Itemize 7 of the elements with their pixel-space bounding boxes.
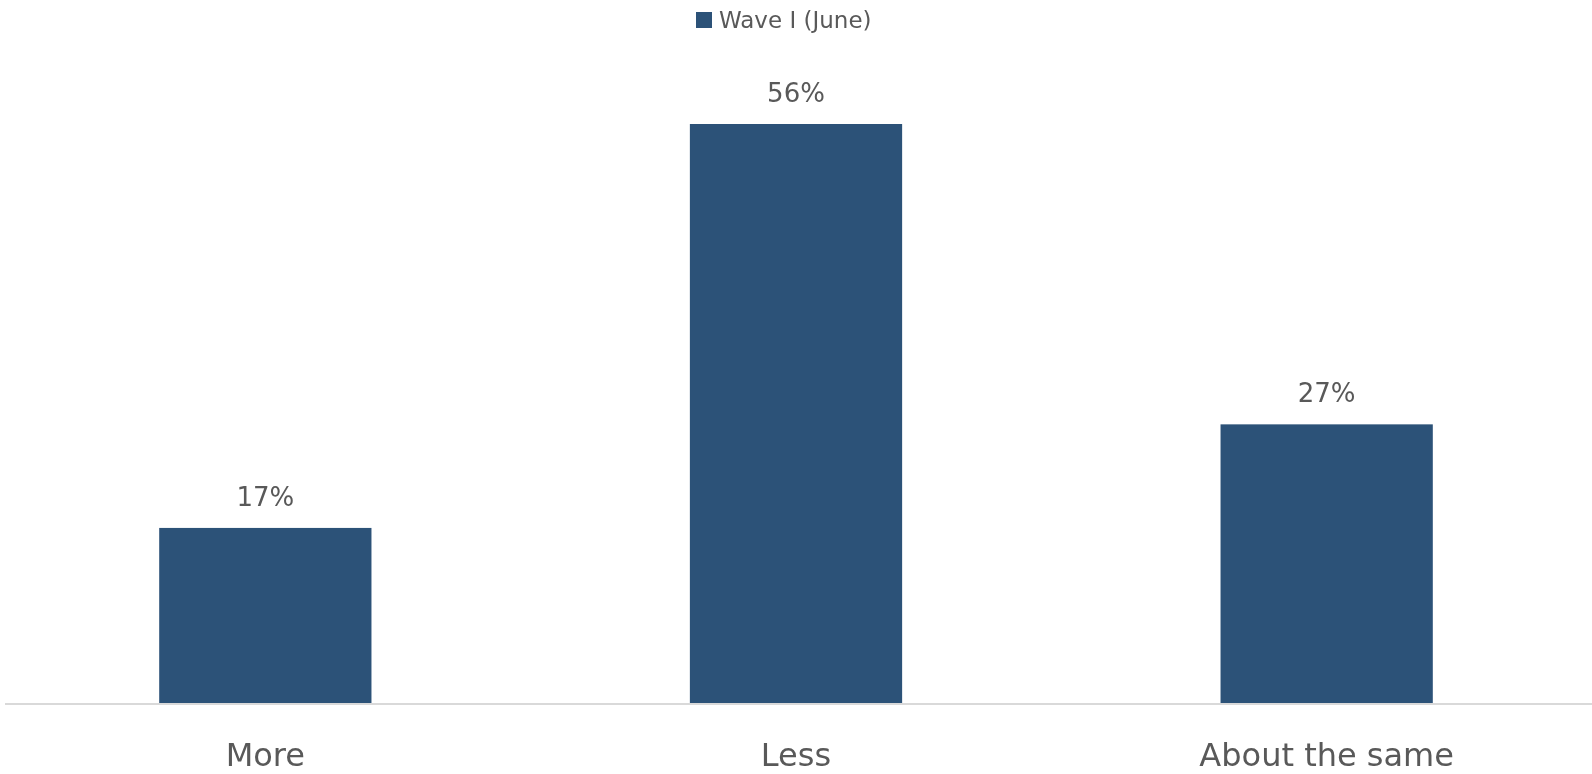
data-label: 17% xyxy=(236,481,295,512)
data-label: 27% xyxy=(1297,378,1356,409)
x-tick-label: About the same xyxy=(1199,736,1454,774)
data-label: 56% xyxy=(767,78,825,108)
x-tick-label: More xyxy=(225,736,305,774)
legend-label: Wave I (June) xyxy=(719,7,872,33)
x-tick-label: Less xyxy=(760,736,832,774)
